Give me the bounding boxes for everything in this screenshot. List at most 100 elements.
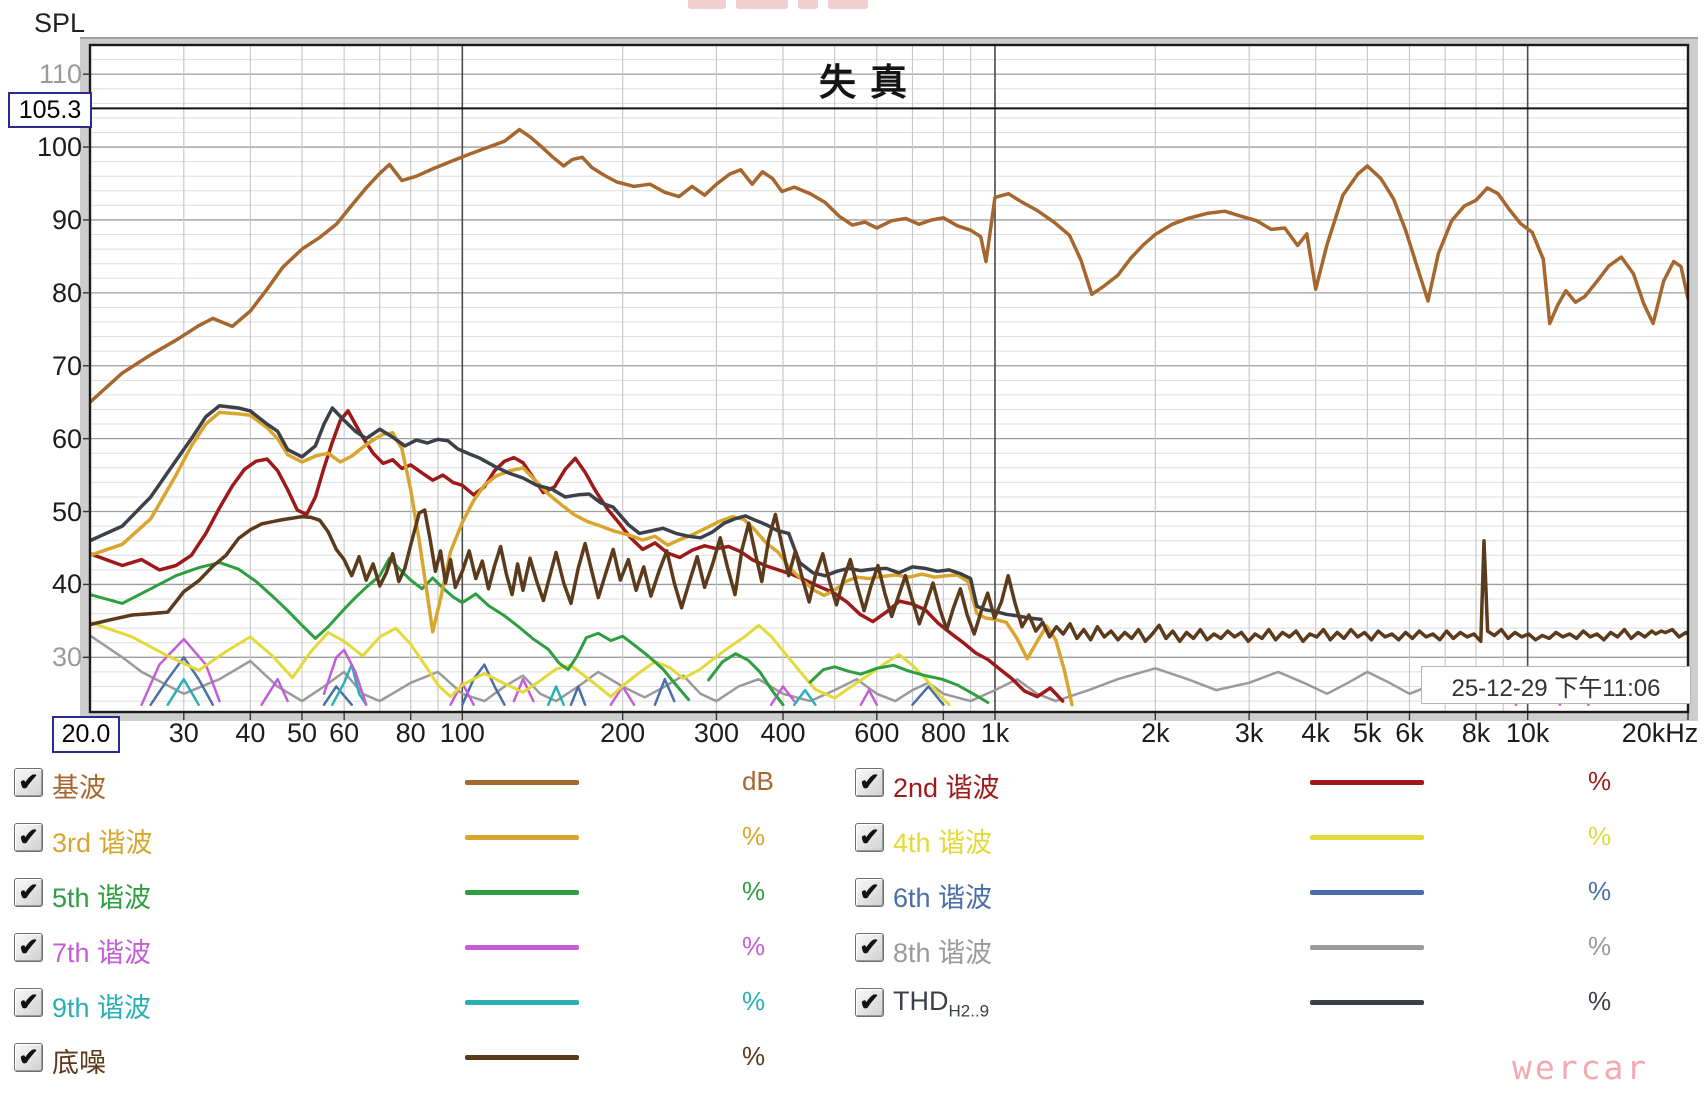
legend-line-swatch-6th-harmonic bbox=[1310, 890, 1424, 895]
legend-unit-2nd-harmonic: % bbox=[1588, 766, 1612, 796]
legend-label-fundamental: 基波 bbox=[52, 773, 106, 803]
x-tick-label: 5k bbox=[1353, 718, 1382, 748]
legend-unit-7th-harmonic: % bbox=[742, 931, 766, 961]
legend-unit-thd: % bbox=[1588, 986, 1612, 1016]
plot-background bbox=[90, 45, 1688, 712]
legend-line-swatch-5th-harmonic bbox=[465, 890, 579, 895]
legend-label-subscript: H2..9 bbox=[948, 1001, 990, 1021]
legend-unit-9th-harmonic: % bbox=[742, 986, 766, 1016]
legend-label-7th-harmonic: 7th 谐波 bbox=[52, 938, 152, 968]
legend-line-swatch-2nd-harmonic bbox=[1310, 780, 1424, 785]
y-tick-label: 70 bbox=[51, 350, 82, 381]
chart-title: 失真 bbox=[819, 63, 921, 104]
timestamp: 25-12-29 下午11:06 bbox=[1421, 666, 1691, 704]
legend-label-8th-harmonic: 8th 谐波 bbox=[893, 938, 993, 968]
x-tick-label: 600 bbox=[854, 718, 900, 748]
checkbox-4th-harmonic[interactable]: ✔ bbox=[855, 823, 884, 852]
x-tick-label: 20kHz bbox=[1621, 718, 1699, 748]
legend-unit-6th-harmonic: % bbox=[1588, 876, 1612, 906]
checkbox-6th-harmonic[interactable]: ✔ bbox=[855, 878, 884, 907]
curve-noise-floor bbox=[90, 508, 1688, 644]
legend-label-4th-harmonic: 4th 谐波 bbox=[893, 828, 993, 858]
legend-line-swatch-9th-harmonic bbox=[465, 1000, 579, 1005]
legend-row-5th-harmonic: ✔ 5th 谐波% bbox=[0, 872, 1706, 916]
x-tick-label: 30 bbox=[168, 718, 199, 748]
legend-row-thd: ✔ THDH2..9% bbox=[0, 982, 1706, 1026]
legend-row-6th-harmonic: ✔ 6th 谐波% bbox=[0, 872, 1706, 916]
legend-line-swatch-thd bbox=[1310, 1000, 1424, 1005]
y-tick-label: 80 bbox=[51, 277, 82, 308]
legend-unit-fundamental: dB bbox=[742, 766, 774, 796]
legend-unit-4th-harmonic: % bbox=[1588, 821, 1612, 851]
curve-6th-harmonic bbox=[149, 656, 945, 706]
x-tick-label: 40 bbox=[235, 718, 266, 748]
distortion-chart bbox=[80, 37, 1698, 721]
legend: ✔ 基波 dB ✔ 3rd 谐波% ✔ 5th 谐波% ✔ 7th 谐波% ✔ 9th 谐波% ✔ 底噪… bbox=[0, 762, 1706, 1098]
x-tick-label: 50 bbox=[286, 718, 317, 748]
x-tick-label: 80 bbox=[395, 718, 426, 748]
clipped-red-title-remnant bbox=[688, 0, 868, 9]
legend-line-swatch-fundamental bbox=[465, 780, 579, 785]
x-tick-label: 200 bbox=[600, 718, 646, 748]
legend-row-3rd-harmonic: ✔ 3rd 谐波% bbox=[0, 817, 1706, 861]
checkbox-8th-harmonic[interactable]: ✔ bbox=[855, 933, 884, 962]
watermark: wercar bbox=[1512, 1048, 1650, 1087]
legend-label-5th-harmonic: 5th 谐波 bbox=[52, 883, 152, 913]
x-tick-label: 4k bbox=[1301, 718, 1330, 748]
x-tick-label: 8k bbox=[1461, 718, 1491, 748]
legend-line-swatch-noise-floor bbox=[465, 1055, 579, 1060]
curves bbox=[90, 127, 1688, 707]
checkbox-7th-harmonic[interactable]: ✔ bbox=[14, 933, 43, 962]
x-tick-label: 400 bbox=[760, 718, 806, 748]
plot-frame-edge bbox=[80, 37, 1698, 39]
curve-5th-harmonic bbox=[90, 556, 990, 707]
y-tick-label: 110 bbox=[38, 59, 82, 90]
legend-row-8th-harmonic: ✔ 8th 谐波% bbox=[0, 927, 1706, 971]
checkbox-5th-harmonic[interactable]: ✔ bbox=[14, 878, 43, 907]
curve-4th-harmonic bbox=[90, 620, 951, 707]
x-tick-label: 300 bbox=[693, 718, 739, 748]
curve-3rd-harmonic bbox=[90, 410, 1074, 707]
x-tick-label: 60 bbox=[329, 718, 360, 748]
x-tick-label: 10k bbox=[1505, 718, 1550, 748]
x-tick-label: 800 bbox=[920, 718, 966, 748]
y-tick-label: 50 bbox=[51, 496, 82, 527]
x-tick-label: 6k bbox=[1395, 718, 1424, 748]
cursor-y-readout[interactable]: 105.3 bbox=[8, 92, 92, 128]
cursor-x-readout[interactable]: 20.0 bbox=[52, 716, 120, 753]
legend-label-9th-harmonic: 9th 谐波 bbox=[52, 993, 152, 1023]
checkbox-noise-floor[interactable]: ✔ bbox=[14, 1043, 43, 1072]
checkbox-fundamental[interactable]: ✔ bbox=[14, 768, 43, 797]
checkbox-9th-harmonic[interactable]: ✔ bbox=[14, 988, 43, 1017]
legend-line-swatch-4th-harmonic bbox=[1310, 835, 1424, 840]
legend-row-noise-floor: ✔ 底噪% bbox=[0, 1037, 1706, 1081]
legend-row-9th-harmonic: ✔ 9th 谐波% bbox=[0, 982, 1706, 1026]
y-tick-label: 30 bbox=[51, 642, 82, 673]
y-tick-label: 90 bbox=[51, 204, 82, 235]
curve-fundamental bbox=[90, 127, 1688, 404]
legend-unit-3rd-harmonic: % bbox=[742, 821, 766, 851]
y-tick-label: 60 bbox=[51, 423, 82, 454]
checkbox-thd[interactable]: ✔ bbox=[855, 988, 884, 1017]
y-tick-label: 40 bbox=[51, 569, 82, 600]
x-tick-label: 1k bbox=[980, 718, 1010, 748]
legend-unit-noise-floor: % bbox=[742, 1041, 766, 1071]
legend-line-swatch-7th-harmonic bbox=[465, 945, 579, 950]
legend-line-swatch-8th-harmonic bbox=[1310, 945, 1424, 950]
legend-unit-8th-harmonic: % bbox=[1588, 931, 1612, 961]
legend-row-2nd-harmonic: ✔ 2nd 谐波% bbox=[0, 762, 1706, 806]
plot-border bbox=[88, 43, 1690, 714]
y-axis-title: SPL bbox=[34, 8, 86, 38]
x-tick-label: 100 bbox=[439, 718, 485, 748]
legend-label-thd: THDH2..9 bbox=[893, 986, 990, 1021]
legend-row-fundamental: ✔ 基波 dB bbox=[0, 762, 1706, 806]
legend-row-4th-harmonic: ✔ 4th 谐波% bbox=[0, 817, 1706, 861]
legend-label-2nd-harmonic: 2nd 谐波 bbox=[893, 773, 1000, 803]
checkbox-3rd-harmonic[interactable]: ✔ bbox=[14, 823, 43, 852]
legend-row-7th-harmonic: ✔ 7th 谐波% bbox=[0, 927, 1706, 971]
legend-label-6th-harmonic: 6th 谐波 bbox=[893, 883, 993, 913]
legend-line-swatch-3rd-harmonic bbox=[465, 835, 579, 840]
legend-label-noise-floor: 底噪 bbox=[52, 1048, 106, 1078]
legend-label-3rd-harmonic: 3rd 谐波 bbox=[52, 828, 153, 858]
checkbox-2nd-harmonic[interactable]: ✔ bbox=[855, 768, 884, 797]
